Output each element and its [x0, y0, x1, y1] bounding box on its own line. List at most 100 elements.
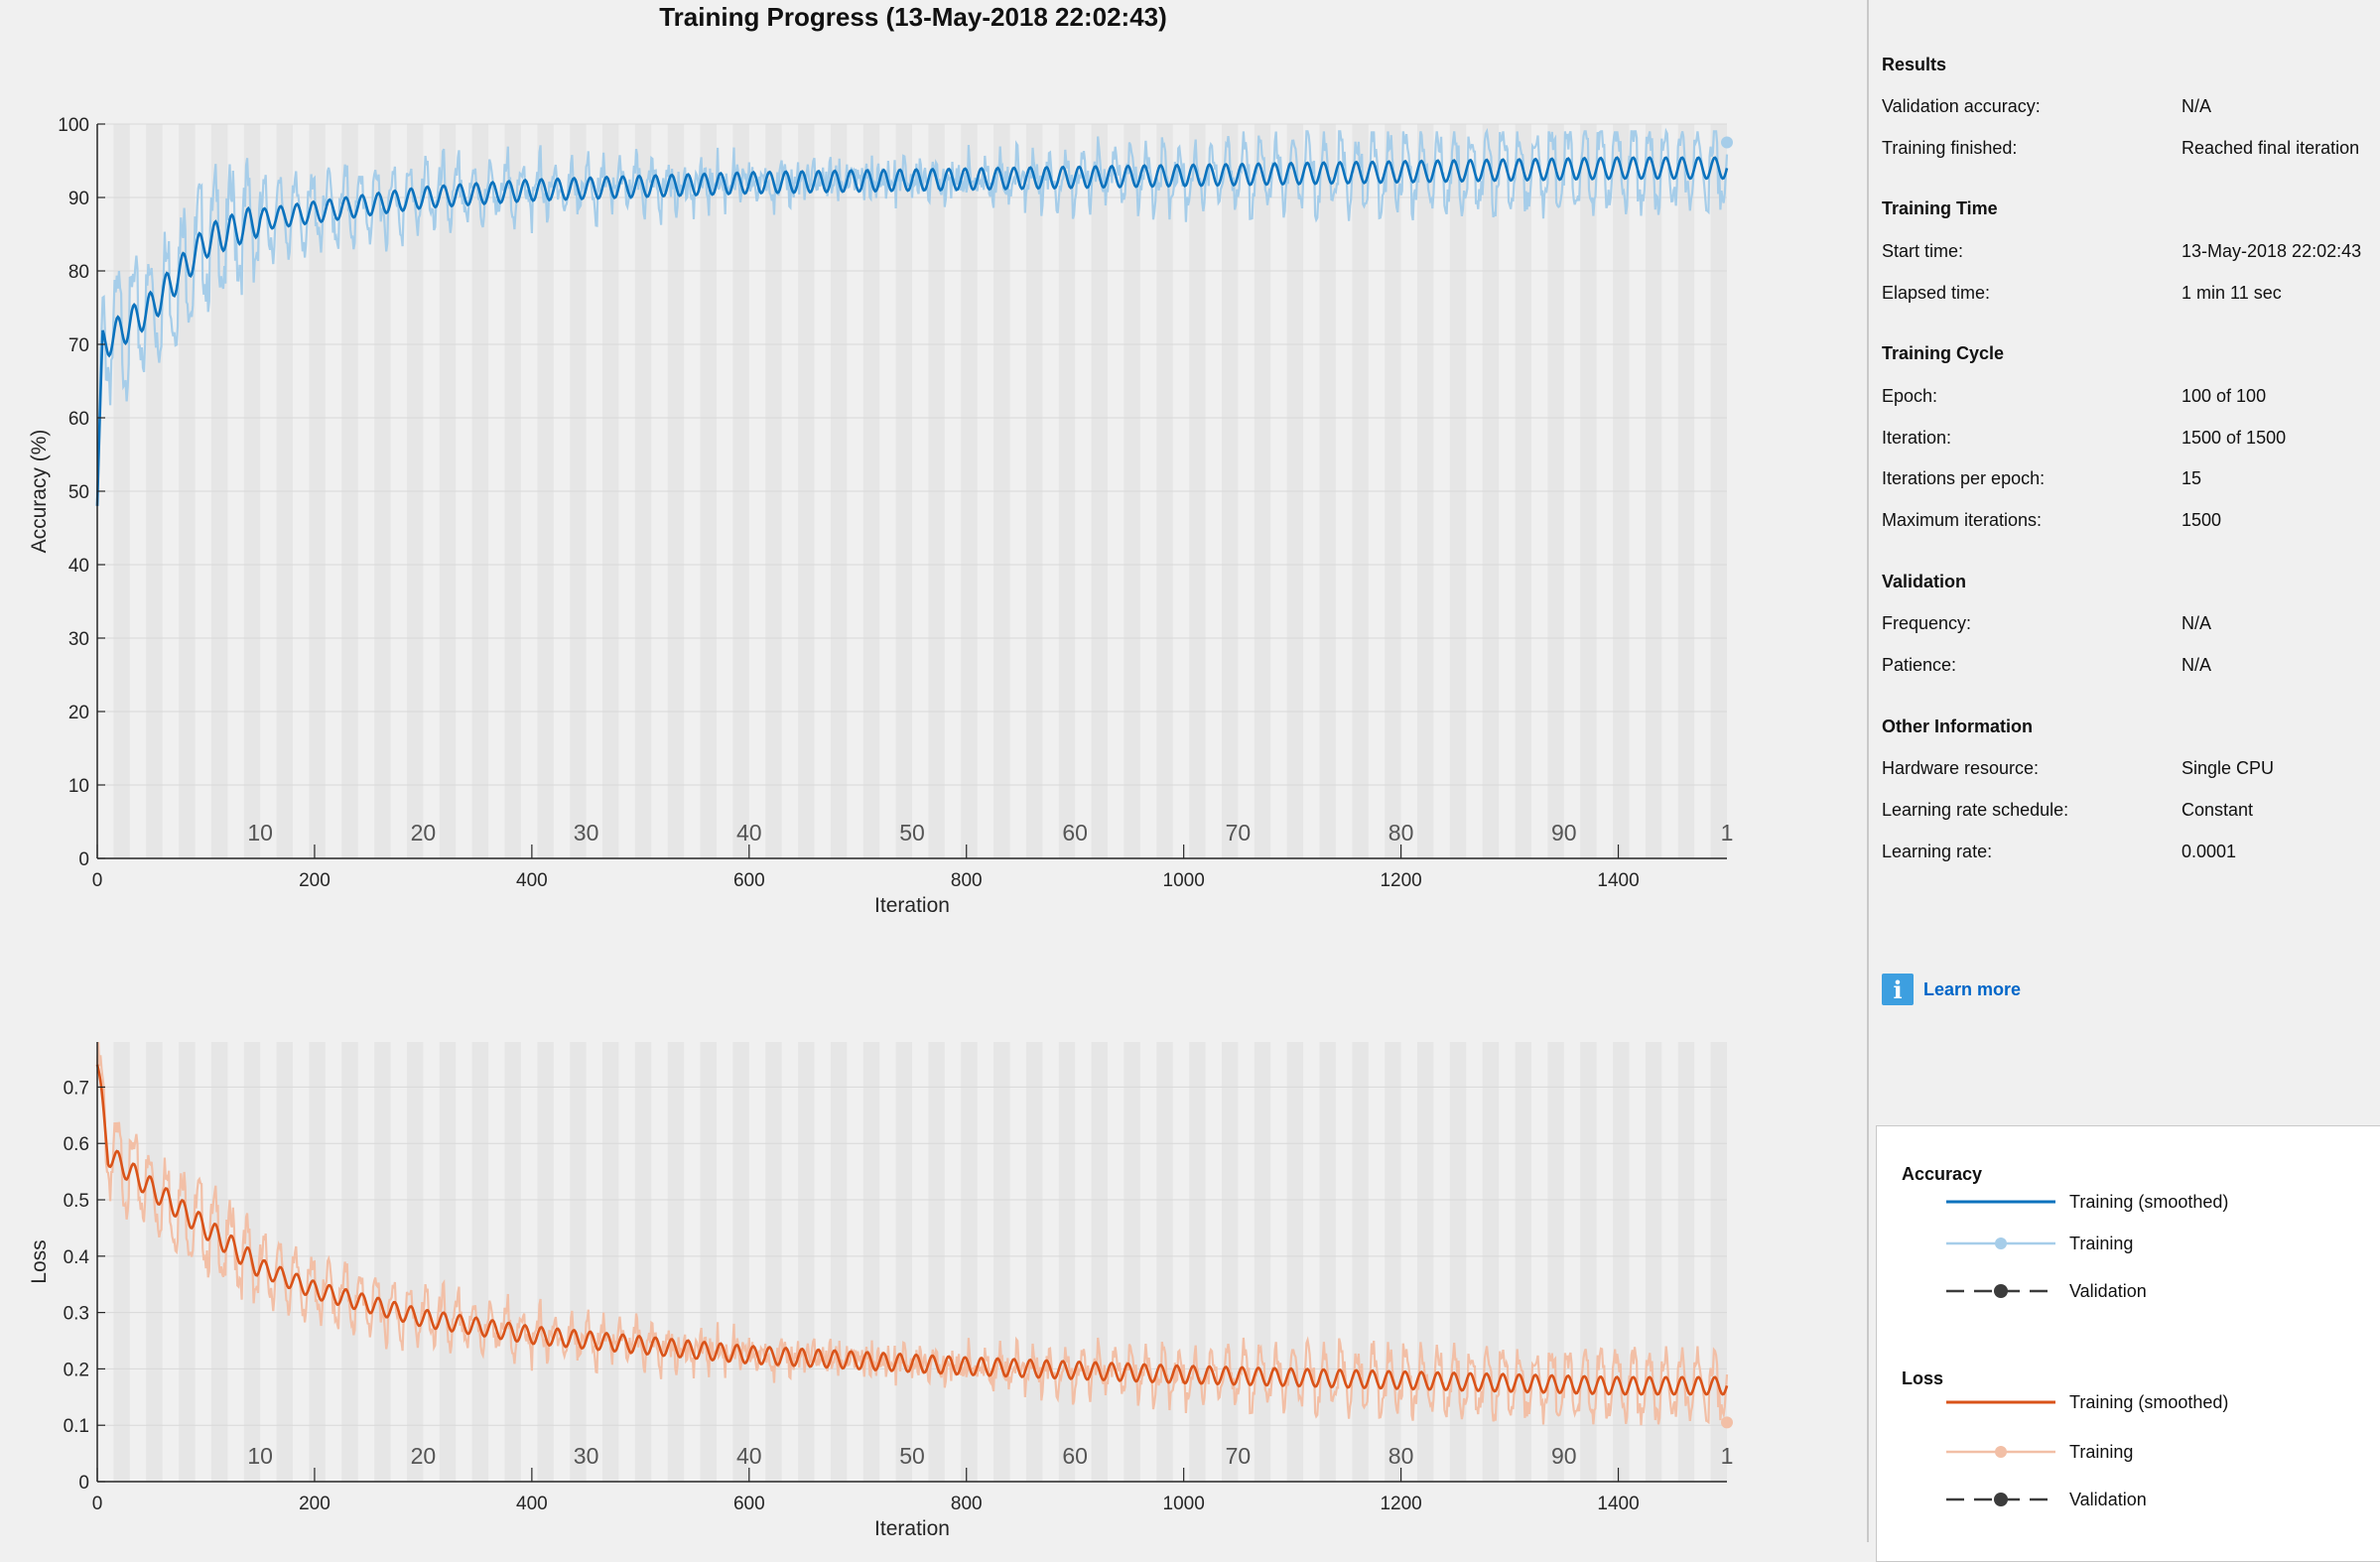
other-information-title: Other Information [1882, 716, 2033, 736]
epoch-band [634, 1042, 652, 1482]
epoch-label: 60 [1062, 1443, 1088, 1469]
x-tick-label: 600 [733, 1494, 765, 1514]
learn-more-link[interactable]: i Learn more [1882, 973, 2021, 1006]
legend-loss-title: Loss [1902, 1368, 1944, 1388]
y-tick-label: 40 [68, 556, 89, 577]
epoch-label: 1 [1721, 820, 1734, 846]
x-tick-label: 1400 [1597, 1494, 1639, 1514]
epoch-label: 70 [1226, 820, 1252, 846]
epoch-band [895, 1042, 912, 1482]
window-title: Training Progress (13-May-2018 22:02:43) [659, 2, 1167, 32]
epoch-band [1319, 1042, 1336, 1482]
y-axis-label: Accuracy (%) [28, 430, 51, 554]
y-tick-label: 0.2 [64, 1360, 89, 1380]
epoch-band [993, 1042, 1010, 1482]
x-tick-label: 400 [516, 1494, 548, 1514]
epoch-label: 80 [1388, 1443, 1414, 1469]
legend-accuracy-training-label: Training [2069, 1234, 2134, 1253]
final-training-point [1721, 1416, 1733, 1429]
patience-value: N/A [2182, 655, 2212, 675]
y-tick-label: 60 [68, 409, 89, 430]
epoch-label: 50 [899, 1443, 925, 1469]
legend-accuracy-validation-swatch [1946, 1284, 2055, 1298]
x-tick-label: 1200 [1380, 1494, 1421, 1514]
legend-panel: Accuracy Training (smoothed) Training Va… [1876, 1125, 2380, 1562]
epoch-label: 80 [1388, 820, 1414, 846]
epoch-band [1352, 1042, 1369, 1482]
epoch-band [1156, 1042, 1173, 1482]
training-raw-line [95, 1041, 1729, 1426]
x-tick-label: 1000 [1163, 870, 1205, 891]
x-tick-label: 600 [733, 870, 765, 891]
legend-loss-training-swatch [1946, 1446, 2055, 1458]
y-tick-label: 0.3 [64, 1304, 89, 1325]
epoch-band [179, 1042, 196, 1482]
epoch-label: 20 [411, 1443, 437, 1469]
epoch-band [700, 1042, 717, 1482]
epoch-band [1645, 1042, 1662, 1482]
epoch-band [471, 1042, 489, 1482]
panel-divider[interactable] [1867, 0, 1869, 1542]
y-tick-label: 50 [68, 482, 89, 503]
epoch-label: 10 [247, 820, 273, 846]
elapsed-time-label: Elapsed time: [1882, 283, 1991, 303]
x-tick-label: 1000 [1163, 1494, 1205, 1514]
epoch-band [1058, 1042, 1076, 1482]
epoch-band [798, 1042, 815, 1482]
legend-accuracy-training-swatch [1946, 1237, 2055, 1249]
y-tick-label: 0.4 [64, 1247, 90, 1268]
epoch-band [732, 1042, 749, 1482]
epoch-label: 40 [736, 1443, 762, 1469]
epoch-band [406, 1042, 424, 1482]
epoch-band [1124, 1042, 1140, 1482]
info-panel: Results Validation accuracy: N/A Trainin… [1882, 0, 2378, 1092]
x-tick-label: 1400 [1597, 870, 1639, 891]
iterations-per-epoch-value: 15 [2182, 468, 2202, 488]
epoch-label: 1 [1721, 1443, 1734, 1469]
y-tick-label: 0 [78, 849, 89, 870]
epoch-band [961, 1042, 978, 1482]
epoch-band [1025, 1042, 1043, 1482]
training-finished-value: Reached final iteration [2182, 138, 2360, 158]
final-training-point [1721, 136, 1733, 149]
epoch-label: 30 [574, 820, 599, 846]
legend-accuracy-smoothed-swatch [1946, 1200, 2055, 1204]
x-tick-label: 1200 [1380, 870, 1421, 891]
iteration-label: Iteration: [1882, 428, 1952, 448]
epoch-band [439, 1042, 457, 1482]
maximum-iterations-label: Maximum iterations: [1882, 510, 2043, 530]
frequency-label: Frequency: [1882, 613, 1972, 633]
y-tick-label: 0 [78, 1473, 89, 1494]
training-cycle-title: Training Cycle [1882, 343, 2005, 363]
epoch-band [1189, 1042, 1206, 1482]
y-tick-label: 0.7 [64, 1078, 89, 1099]
maximum-iterations-value: 1500 [2182, 510, 2222, 530]
iterations-per-epoch-label: Iterations per epoch: [1882, 468, 2046, 488]
epoch-band [1286, 1042, 1304, 1482]
x-tick-label: 200 [299, 1494, 331, 1514]
epoch-band [570, 1042, 587, 1482]
epoch-band [1221, 1042, 1239, 1482]
epoch-band [276, 1042, 294, 1482]
epoch-value: 100 of 100 [2182, 386, 2267, 406]
y-tick-label: 80 [68, 262, 89, 283]
y-tick-label: 70 [68, 335, 89, 356]
epoch-band [1547, 1042, 1564, 1482]
epoch-band [113, 1042, 130, 1482]
legend-accuracy-smoothed-label: Training (smoothed) [2069, 1192, 2229, 1212]
training-smoothed-line [95, 1064, 1729, 1396]
elapsed-time-value: 1 min 11 sec [2182, 283, 2282, 303]
legend-loss-validation-swatch [1946, 1493, 2055, 1506]
validation-accuracy-label: Validation accuracy: [1882, 96, 2041, 116]
x-axis-label: Iteration [874, 1517, 950, 1540]
epoch-label: 30 [574, 1443, 599, 1469]
learning-rate-schedule-value: Constant [2182, 800, 2254, 820]
epoch-label: 90 [1551, 820, 1577, 846]
training-smoothed-line [95, 156, 1729, 506]
epoch-band [862, 1042, 880, 1482]
epoch-label: 10 [247, 1443, 273, 1469]
start-time-value: 13-May-2018 22:02:43 [2182, 241, 2362, 261]
x-tick-label: 0 [92, 1494, 103, 1514]
epoch-label: 40 [736, 820, 762, 846]
